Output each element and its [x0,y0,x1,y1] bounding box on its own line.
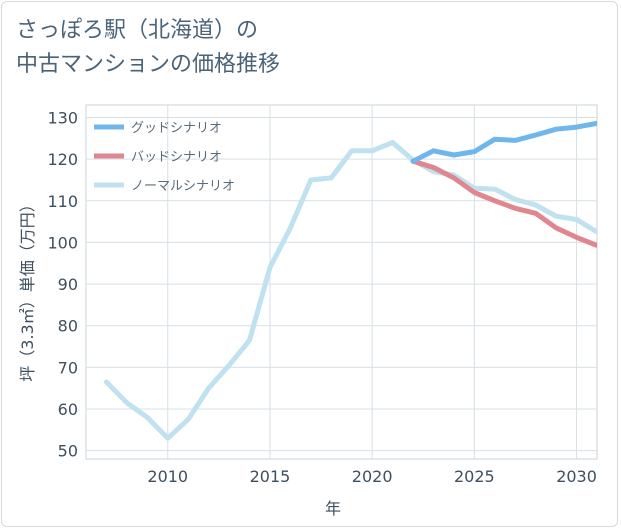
plot-border [85,104,598,460]
y-tick-label: 120 [47,150,78,169]
y-axis-ticks: 50 60 70 80 90 100 110 120 130 [47,108,78,460]
y-tick-label: 60 [58,400,78,419]
x-axis-title: 年 [325,499,341,518]
x-tick-label: 2010 [147,467,188,486]
chart-title: さっぽろ駅（北海道）の 中古マンションの価格推移 [16,18,281,77]
y-tick-label: 50 [58,442,78,461]
grid [85,104,598,460]
y-tick-label: 90 [58,275,78,294]
series-line-1 [410,158,597,248]
legend-label: バッドシナリオ [131,150,222,165]
y-tick-label: 130 [47,108,78,127]
legend-label: グッドシナリオ [131,121,222,136]
x-axis-ticks: 2010 2015 2020 2025 2030 [147,467,597,486]
y-tick-label: 100 [47,233,78,252]
x-tick-label: 2030 [556,467,597,486]
x-tick-label: 2020 [352,467,393,486]
series-line-2 [103,140,597,441]
y-tick-label: 70 [58,358,78,377]
y-tick-label: 80 [58,317,78,336]
y-axis-title: 坪（3.3㎡）単価（万円） [18,196,37,381]
series-lines [103,120,597,441]
x-tick-label: 2015 [250,467,291,486]
y-tick-label: 110 [47,192,78,211]
series-line-0 [410,120,597,164]
legend-label: ノーマルシナリオ [131,179,235,194]
x-tick-label: 2025 [454,467,495,486]
